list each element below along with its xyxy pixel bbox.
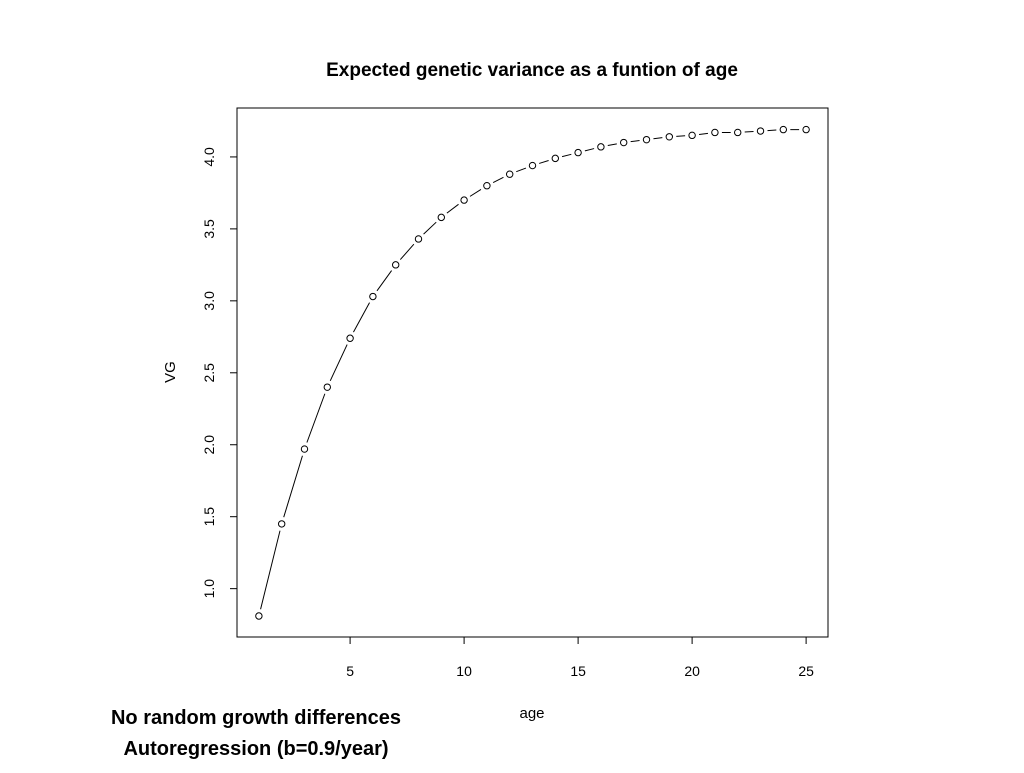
y-axis-label: VG (162, 361, 179, 383)
point (300, 445, 309, 453)
point (756, 127, 765, 135)
caption: Autoregression (b=0.9/year) (123, 738, 388, 760)
y-tick-label: 4.0 (201, 147, 217, 167)
y-tick-label: 1.0 (201, 579, 217, 599)
point (779, 125, 788, 134)
y-tick-label: 2.5 (201, 363, 217, 383)
point (734, 128, 742, 137)
point (665, 133, 674, 141)
plot-frame (236, 107, 829, 638)
y-tick-label: 3.5 (201, 219, 217, 239)
point (711, 128, 719, 137)
point (642, 135, 651, 144)
x-axis-label: age (519, 705, 544, 722)
point (802, 125, 810, 134)
x-tick-label: 15 (570, 663, 586, 679)
point (391, 261, 400, 269)
point (323, 383, 331, 391)
y-tick-label: 1.5 (201, 507, 217, 527)
point (255, 612, 263, 620)
point (483, 182, 491, 190)
point (551, 154, 560, 163)
y-tick-label: 2.0 (201, 435, 217, 455)
line-segments (260, 129, 800, 610)
x-tick-label: 10 (456, 663, 472, 679)
caption: No random growth differences (111, 707, 401, 729)
point (460, 196, 468, 204)
point (620, 138, 628, 147)
point (688, 131, 696, 140)
point (414, 235, 423, 243)
point (505, 170, 514, 178)
y-tick-label: 3.0 (201, 291, 217, 311)
x-tick-label: 20 (684, 663, 700, 679)
point (437, 213, 445, 222)
point (346, 334, 354, 342)
point (277, 520, 286, 528)
point (597, 143, 605, 151)
x-tick-label: 25 (798, 663, 814, 679)
point (528, 161, 537, 170)
chart-title: Expected genetic variance as a funtion o… (326, 60, 738, 81)
x-tick-label: 5 (346, 663, 354, 679)
point (574, 148, 582, 157)
point (369, 292, 377, 301)
